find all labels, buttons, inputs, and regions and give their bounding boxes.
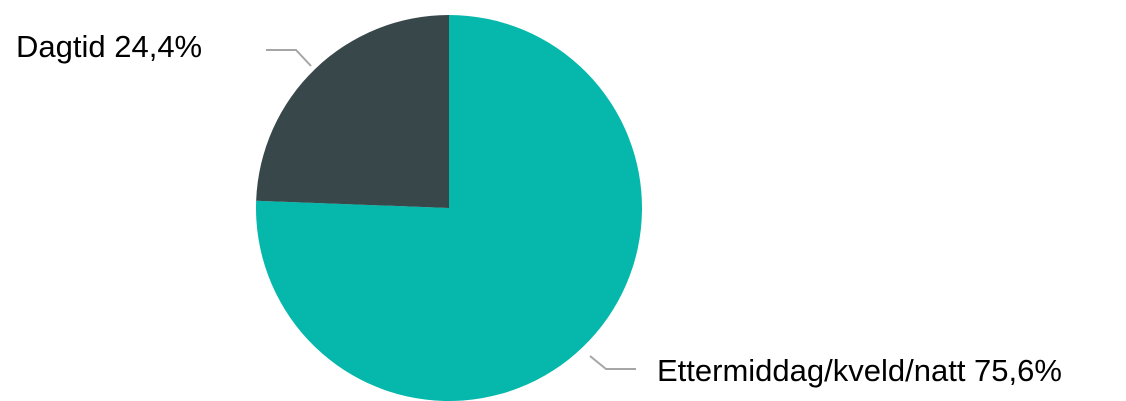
pie-slice-dagtid xyxy=(256,15,449,208)
leader-line-dagtid xyxy=(266,49,312,67)
slice-label-dagtid: Dagtid 24,4% xyxy=(16,29,202,64)
slice-label-ettermiddag: Ettermiddag/kveld/natt 75,6% xyxy=(657,353,1062,388)
pie-slice-ettermiddag xyxy=(256,15,642,401)
leader-line-ettermiddag xyxy=(589,355,636,370)
pie-slices xyxy=(256,15,642,401)
